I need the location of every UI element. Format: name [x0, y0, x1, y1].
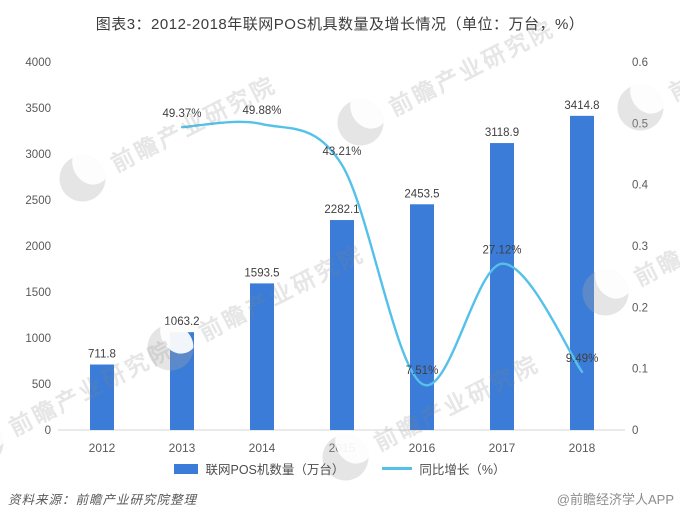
y-axis-right-tick: 0.3 — [632, 241, 648, 253]
growth-value-label: 43.21% — [322, 146, 361, 158]
bar-2014 — [250, 283, 274, 430]
y-axis-right-tick: 0.6 — [632, 57, 648, 69]
bar-2015 — [330, 220, 354, 430]
growth-value-label: 49.88% — [242, 105, 281, 117]
y-axis-right-tick: 0.4 — [632, 180, 649, 192]
growth-value-label: 27.12% — [482, 245, 521, 257]
y-axis-left-tick: 1500 — [25, 287, 51, 299]
brand-note: @前瞻经济学人APP — [556, 492, 674, 507]
y-axis-left-tick: 500 — [32, 379, 51, 391]
bar-value-label: 711.8 — [88, 349, 116, 361]
growth-value-label: 7.51% — [406, 365, 439, 377]
bar-series-label: 联网POS机数量（万台） — [205, 463, 345, 477]
chart-legend: 联网POS机数量（万台） 同比增长（%） — [0, 459, 680, 478]
bar-2012 — [90, 364, 114, 430]
y-axis-left-tick: 2000 — [25, 241, 51, 253]
line-series-label: 同比增长（%） — [419, 463, 506, 477]
y-axis-right-tick: 0.1 — [632, 364, 648, 376]
x-axis-label: 2018 — [569, 441, 596, 455]
growth-value-label: 49.37% — [162, 108, 201, 120]
legend-item-bar-series: 联网POS机数量（万台） — [174, 459, 344, 478]
growth-line — [180, 120, 584, 387]
bar-2018 — [570, 115, 594, 430]
y-axis-left-tick: 2500 — [25, 195, 51, 207]
bar-value-label: 2282.1 — [324, 204, 359, 216]
x-axis-label: 2017 — [489, 441, 516, 455]
bar-series-swatch — [174, 463, 199, 474]
y-axis-left-tick: 4000 — [25, 57, 51, 69]
y-axis-left-tick: 1000 — [25, 333, 51, 345]
x-axis-label: 2014 — [249, 441, 276, 455]
x-axis-label: 2012 — [89, 441, 116, 455]
x-axis-label: 2015 — [329, 441, 356, 455]
line-series-swatch — [382, 467, 413, 470]
y-axis-right-tick: 0.2 — [632, 302, 648, 314]
bar-2016 — [410, 204, 434, 430]
source-note: 资料来源：前瞻产业研究院整理 — [8, 493, 198, 507]
bar-2017 — [490, 143, 514, 430]
legend-item-line-series: 同比增长（%） — [382, 459, 506, 478]
y-axis-right-tick: 0 — [632, 425, 638, 437]
bar-value-label: 1063.2 — [164, 316, 199, 328]
bar-2013 — [170, 332, 194, 430]
chart-title: 图表3：2012-2018年联网POS机具数量及增长情况（单位：万台，%） — [95, 16, 585, 33]
y-axis-left-tick: 3000 — [25, 149, 51, 161]
bar-value-label: 3118.9 — [485, 127, 519, 139]
y-axis-left-tick: 3500 — [25, 103, 51, 115]
x-axis-label: 2016 — [409, 441, 436, 455]
bar-value-label: 2453.5 — [404, 188, 439, 200]
y-axis-right-tick: 0.5 — [632, 118, 648, 130]
y-axis-left-tick: 0 — [45, 425, 51, 437]
x-axis-label: 2013 — [169, 441, 196, 455]
bar-value-label: 1593.5 — [244, 267, 279, 279]
bar-value-label: 3414.8 — [564, 100, 599, 112]
growth-value-label: 9.49% — [566, 353, 599, 365]
